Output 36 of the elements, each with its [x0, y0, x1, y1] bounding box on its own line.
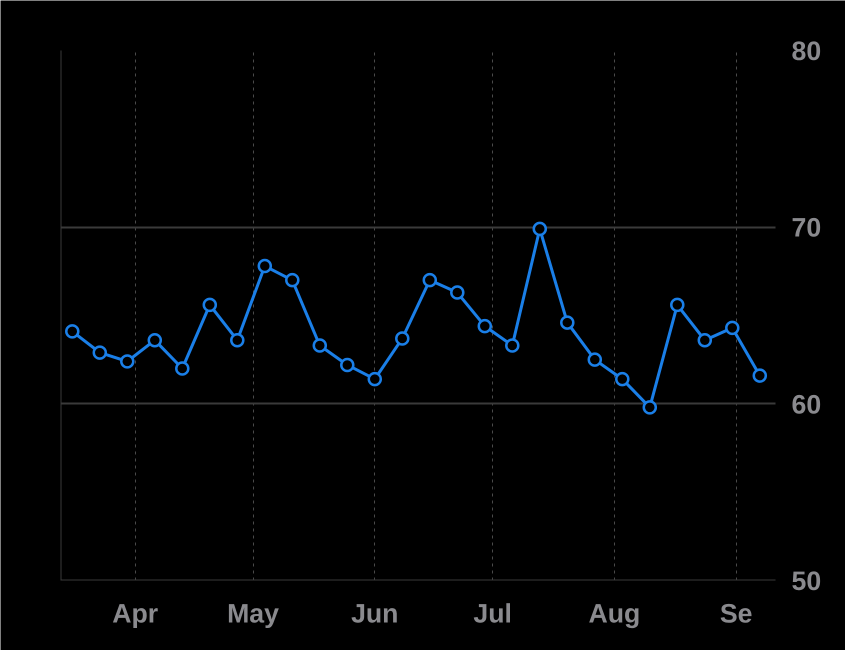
- point: [478, 318, 492, 334]
- point: [588, 352, 602, 367]
- point: [340, 358, 355, 372]
- point: [148, 332, 162, 348]
- point: [368, 372, 382, 386]
- point: [560, 315, 575, 330]
- y-tick-label: 70: [792, 212, 822, 243]
- point: [230, 332, 245, 348]
- x-tick-label: Apr: [112, 598, 158, 628]
- x-tick-label: Aug: [588, 598, 640, 628]
- point: [505, 338, 520, 353]
- point: [642, 400, 658, 415]
- point: [615, 372, 630, 386]
- point: [202, 298, 218, 312]
- point: [752, 368, 768, 383]
- point: [532, 222, 548, 236]
- point: [422, 272, 438, 288]
- point: [312, 338, 328, 353]
- point: [285, 272, 300, 288]
- point: [120, 354, 135, 369]
- x-tick-label: Se: [720, 598, 753, 628]
- point: [258, 258, 272, 274]
- point: [395, 331, 410, 346]
- x-tick-label: Jul: [473, 598, 512, 628]
- y-tick-label: 60: [792, 389, 822, 420]
- point: [175, 361, 190, 376]
- y-tick-label: 80: [792, 36, 822, 66]
- x-tick-label: May: [227, 598, 280, 628]
- point: [65, 324, 80, 339]
- point: [670, 298, 685, 312]
- point: [450, 285, 465, 300]
- y-tick-label: 50: [792, 566, 822, 596]
- point: [698, 332, 712, 348]
- point: [725, 320, 740, 336]
- point: [92, 345, 108, 360]
- x-tick-label: Jun: [351, 598, 398, 628]
